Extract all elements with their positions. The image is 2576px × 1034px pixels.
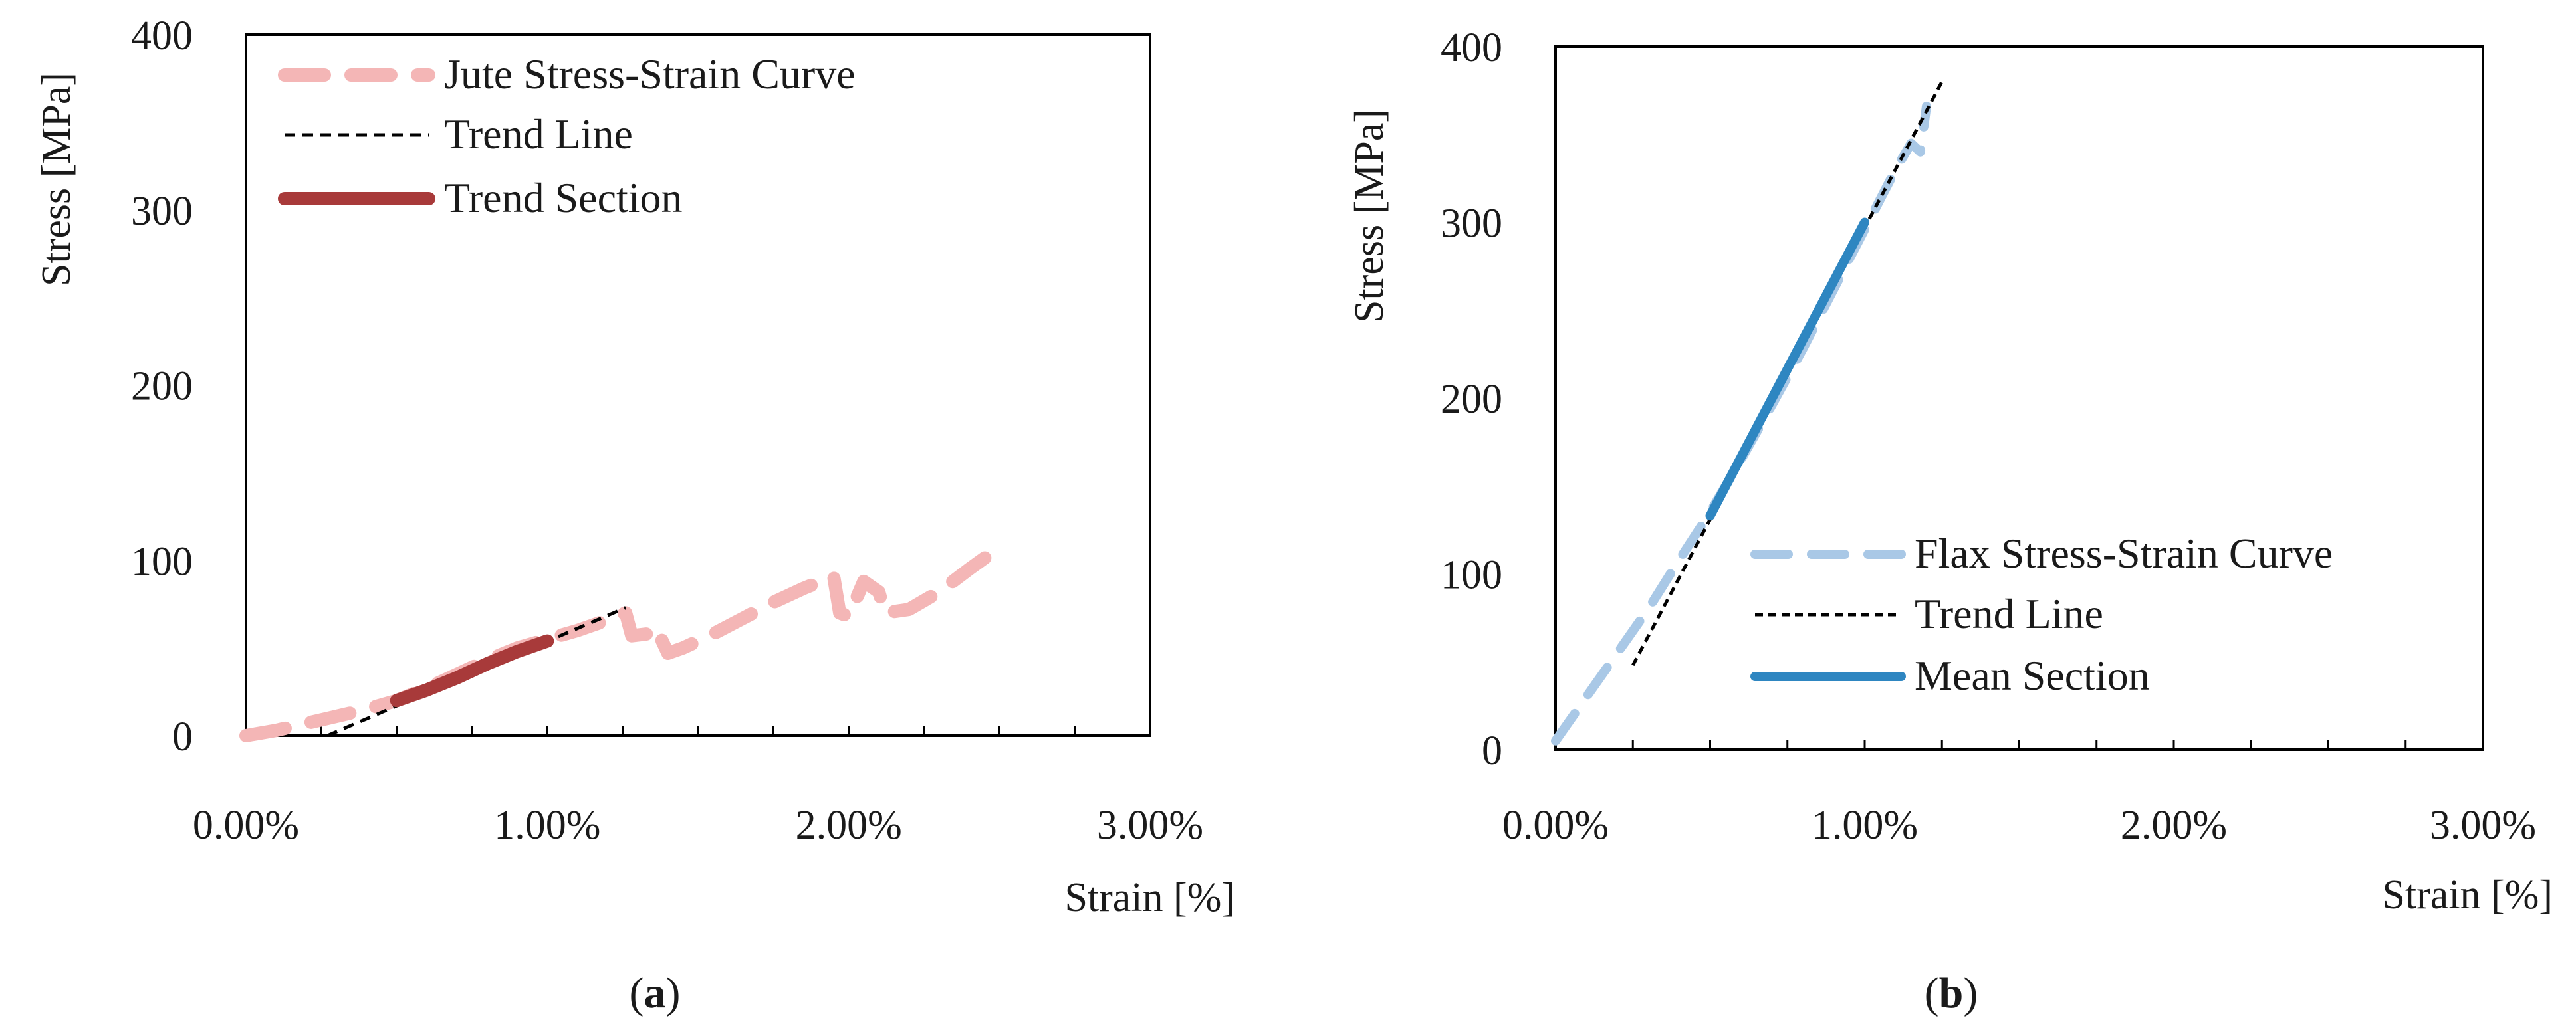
x-tick-label: 1.00%	[1812, 803, 1918, 848]
y-axis-title: Stress [MPa]	[1347, 109, 1392, 323]
x-axis-ticks	[1554, 740, 2484, 750]
y-tick-label: 300	[1441, 201, 1502, 247]
plot-area-frame	[1554, 45, 2484, 751]
x-tick-label: 0.00%	[193, 803, 299, 848]
caption-letter: b	[1939, 969, 1964, 1017]
y-tick-label: 400	[1441, 25, 1502, 70]
panel-caption: (b)	[1925, 969, 1978, 1017]
series-layer	[1551, 80, 1944, 746]
y-tick-label: 0	[172, 714, 193, 760]
legend-label-mean-section: Mean Section	[1915, 652, 2150, 699]
y-axis-title: Stress [MPa]	[34, 72, 79, 286]
x-tick-label: 1.00%	[494, 803, 600, 848]
x-tick-label: 2.00%	[2121, 803, 2227, 848]
panel-a-jute-chart: 0.00% 1.00% 2.00% 3.00% 0 100 200 300 40…	[34, 13, 1235, 1017]
jute-stress-strain-curve	[239, 545, 1000, 742]
y-axis-tick-labels: 0 100 200 300 400	[131, 13, 193, 760]
x-tick-label: 3.00%	[1097, 803, 1203, 848]
y-tick-label: 100	[131, 539, 193, 584]
caption-letter: a	[644, 969, 666, 1017]
y-tick-label: 200	[1441, 377, 1502, 422]
y-tick-label: 300	[131, 189, 193, 234]
mean-section	[1705, 217, 1869, 521]
y-tick-label: 100	[1441, 553, 1502, 598]
trend-section	[390, 634, 554, 708]
y-tick-label: 0	[1482, 728, 1502, 774]
x-tick-label: 0.00%	[1502, 803, 1609, 848]
x-tick-label: 3.00%	[2430, 803, 2536, 848]
x-axis-title: Strain [%]	[2382, 873, 2553, 918]
trend-line	[1631, 80, 1944, 667]
legend-label-trend-line: Trend Line	[444, 110, 633, 157]
plot-area-frame	[245, 33, 1151, 737]
x-axis-title: Strain [%]	[1064, 875, 1235, 920]
x-axis-tick-labels: 0.00% 1.00% 2.00% 3.00%	[193, 803, 1203, 848]
panel-b-flax-chart: 0.00% 1.00% 2.00% 3.00% 0 100 200 300 40…	[1347, 25, 2553, 1017]
legend-label-trend-line: Trend Line	[1915, 590, 2103, 637]
y-axis-tick-labels: 0 100 200 300 400	[1441, 25, 1502, 774]
legend: Jute Stress-Strain Curve Trend Line Tren…	[278, 51, 856, 221]
x-tick-label: 2.00%	[796, 803, 902, 848]
legend-label-jute-curve: Jute Stress-Strain Curve	[444, 51, 856, 98]
panel-caption: (a)	[630, 969, 681, 1017]
legend-label-flax-curve: Flax Stress-Strain Curve	[1915, 530, 2333, 577]
flax-stress-strain-curve	[1551, 101, 1931, 746]
y-tick-label: 400	[131, 13, 193, 58]
x-axis-tick-labels: 0.00% 1.00% 2.00% 3.00%	[1502, 803, 2536, 848]
x-axis-ticks	[245, 726, 1151, 736]
legend-label-trend-section: Trend Section	[444, 174, 683, 221]
legend: Flax Stress-Strain Curve Trend Line Mean…	[1750, 530, 2333, 699]
series-layer	[239, 545, 1000, 742]
y-tick-label: 200	[131, 364, 193, 409]
